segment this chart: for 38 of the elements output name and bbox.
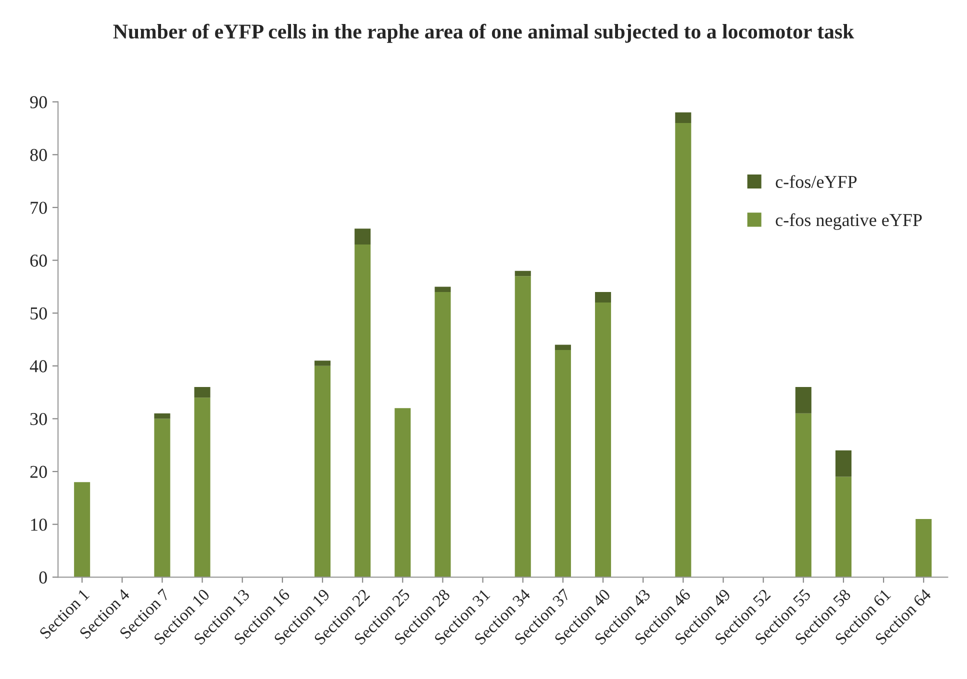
- bar: [595, 302, 612, 578]
- bar: [675, 122, 692, 578]
- y-tick-label: 0: [39, 571, 47, 584]
- chart-title: Number of eYFP cells in the raphe area of one animal subjected to a locomotor task: [113, 24, 854, 43]
- y-tick-label: 70: [30, 202, 47, 214]
- bar: [434, 286, 451, 292]
- bar: [314, 366, 331, 578]
- bar: [554, 350, 571, 578]
- bar: [194, 387, 210, 398]
- bar: [554, 344, 571, 350]
- bar: [835, 476, 852, 578]
- bar: [514, 276, 531, 578]
- bar: [514, 270, 531, 276]
- bar: [354, 228, 371, 244]
- legend-label: c-fos negative eYFP: [776, 213, 922, 230]
- y-tick-label: 60: [30, 254, 47, 267]
- bar: [795, 387, 812, 414]
- bar: [434, 292, 451, 578]
- bar: [74, 482, 90, 578]
- bar: [314, 360, 331, 366]
- y-tick-label: 30: [30, 412, 47, 426]
- bar: [154, 418, 170, 578]
- bar: [394, 408, 411, 578]
- bar: [675, 112, 692, 123]
- legend-label: c-fos/eYFP: [776, 175, 857, 188]
- y-tick-label: 50: [30, 307, 47, 320]
- y-tick-label: 20: [30, 466, 47, 478]
- y-tick-label: 90: [30, 96, 47, 108]
- bar: [595, 292, 612, 303]
- bar: [835, 450, 852, 477]
- bar: [795, 413, 812, 578]
- y-tick-label: 10: [31, 518, 47, 531]
- y-tick-label: 40: [30, 360, 47, 372]
- bar: [154, 413, 170, 419]
- bar: [194, 398, 210, 578]
- bar: [354, 244, 371, 578]
- y-tick-label: 80: [30, 148, 47, 162]
- bar: [916, 519, 932, 578]
